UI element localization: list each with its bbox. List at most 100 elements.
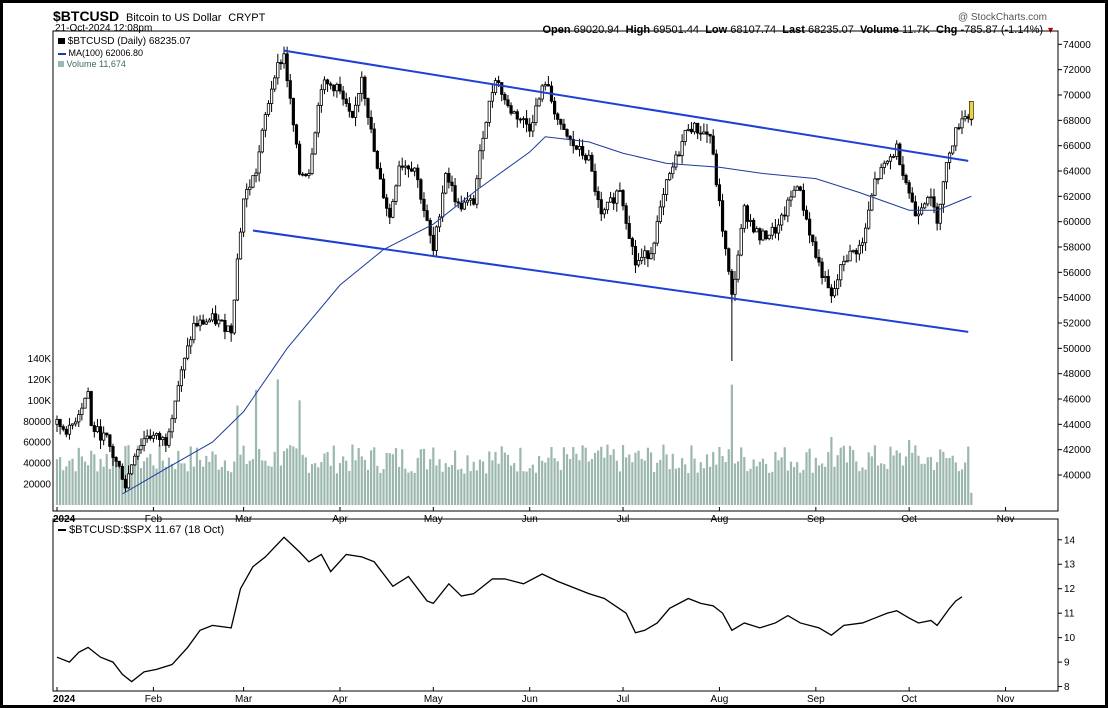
volume-bar <box>55 459 59 505</box>
candle-body <box>612 197 616 204</box>
low-label: Low <box>705 24 728 36</box>
volume-bar <box>105 453 108 505</box>
volume-bar <box>774 451 777 505</box>
candle-body <box>133 455 137 466</box>
volume-bar <box>662 444 665 505</box>
candle-body <box>836 279 840 289</box>
candle-body <box>232 299 236 334</box>
volume-bar <box>202 466 205 505</box>
candle-body <box>170 418 174 433</box>
volume-bar <box>684 464 687 505</box>
volume-bar <box>65 466 68 505</box>
candle-body <box>210 313 215 321</box>
candle-body <box>428 220 432 236</box>
candle-body <box>161 437 165 441</box>
volume-bar <box>475 470 478 505</box>
volume-bar <box>796 462 799 505</box>
volume-bar <box>295 448 298 505</box>
candle-body <box>363 76 367 99</box>
candle-body <box>755 228 759 233</box>
candle-body <box>574 145 578 150</box>
candle-body <box>764 230 768 240</box>
volume-bar <box>799 472 802 505</box>
header-date: 21-Oct-2024 12:08pm <box>55 23 153 34</box>
volume-bar <box>444 463 447 505</box>
volume-bar <box>668 469 671 505</box>
candle-body <box>313 132 317 155</box>
volume-bar <box>180 463 183 505</box>
candle-body <box>814 241 818 258</box>
candle-body <box>145 435 149 440</box>
volume-bar <box>220 467 223 505</box>
candle-body <box>117 460 121 467</box>
volume-bar <box>407 472 410 505</box>
candle-body <box>780 214 784 226</box>
volume-bar <box>304 457 307 505</box>
candle-body <box>469 198 473 201</box>
volume-bar <box>314 463 317 505</box>
candle-body <box>652 242 656 255</box>
volume-bar <box>842 445 845 505</box>
volume-bar <box>718 446 721 505</box>
volume-bar <box>102 466 105 505</box>
candle-body <box>919 207 924 215</box>
volume-bar <box>923 463 926 505</box>
candle-body <box>898 143 902 166</box>
volume-bar <box>908 440 911 505</box>
candle-body <box>55 419 59 425</box>
candle-body <box>664 179 669 195</box>
candle-body <box>537 98 541 107</box>
price-tick-label: 72000 <box>1063 65 1091 76</box>
candle-body <box>114 457 118 462</box>
volume-bar <box>357 448 360 505</box>
volume-bar <box>401 449 404 505</box>
volume-bar <box>416 457 419 505</box>
ratio-tick-label: 14 <box>1064 535 1076 546</box>
candle-body <box>86 391 90 399</box>
candle-body <box>388 207 392 218</box>
volume-bar <box>659 459 662 505</box>
candle-body <box>789 196 793 201</box>
candle-body <box>817 256 821 263</box>
candle-body <box>580 146 585 156</box>
volume-bar <box>957 471 960 505</box>
volume-bar <box>453 450 457 505</box>
candle-body <box>910 192 914 203</box>
candle-body <box>596 191 600 201</box>
volume-bar <box>425 469 429 505</box>
volume-bar <box>855 461 858 505</box>
candle-body <box>832 288 837 297</box>
low-value: 68107.74 <box>730 24 777 36</box>
volume-bar <box>805 452 808 505</box>
candle-body <box>795 186 799 191</box>
candle-body <box>207 319 211 323</box>
volume-bar <box>625 457 628 505</box>
volume-bar <box>951 455 954 505</box>
chg-value: -785.87 (-1.14%) <box>960 24 1044 36</box>
candle-body <box>360 76 364 94</box>
candle-body <box>381 178 386 199</box>
candle-body <box>92 425 96 433</box>
volume-bar <box>189 446 192 505</box>
volume-bar <box>450 464 454 505</box>
candle-body <box>353 104 358 118</box>
volume-bar <box>342 456 345 505</box>
candle-body <box>577 146 582 150</box>
high-value: 69501.44 <box>653 24 700 36</box>
volume-tick-label: 100K <box>28 396 52 407</box>
volume-bar <box>929 456 933 505</box>
volume-bar <box>525 471 528 505</box>
volume-bar <box>709 466 712 505</box>
candle-body <box>742 205 746 229</box>
candle-body <box>733 278 737 295</box>
volume-bar <box>142 461 146 505</box>
volume-bar <box>544 462 547 505</box>
candle-body <box>842 260 846 266</box>
ratio-tick-label: 12 <box>1064 584 1076 595</box>
candle-body <box>668 173 672 181</box>
volume-bar <box>242 445 245 505</box>
candle-body <box>409 168 414 172</box>
volume-bar <box>519 447 522 505</box>
candle-body <box>823 275 827 279</box>
volume-bar <box>864 469 867 505</box>
